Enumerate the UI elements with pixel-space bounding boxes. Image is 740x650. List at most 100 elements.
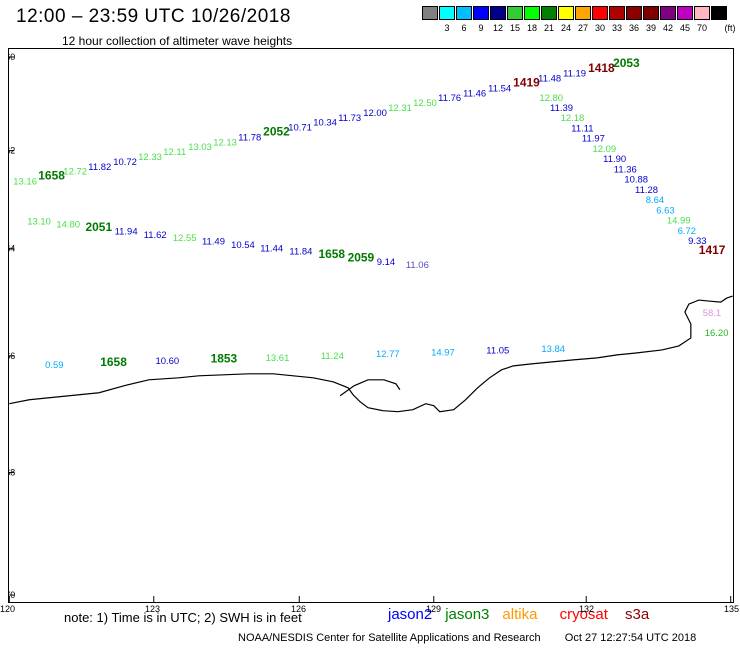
map-plot: -60-62-64-66-68-70 13.16165812.7211.8210… (8, 48, 734, 603)
legend-label: 30 (594, 23, 605, 33)
lon-label: 129 (426, 604, 442, 614)
lat-label: -64 (8, 243, 15, 253)
lon-label: 132 (579, 604, 595, 614)
legend-label: 24 (560, 23, 571, 33)
wave-height-label: 8.64 (646, 195, 664, 206)
credits-line: NOAA/NESDIS Center for Satellite Applica… (238, 632, 696, 644)
wave-height-label: 12.00 (363, 108, 387, 119)
wave-height-label: 11.97 (582, 134, 605, 145)
wave-height-label: 13.03 (188, 142, 212, 153)
wave-height-label: 10.34 (313, 118, 337, 129)
legend-label: 42 (662, 23, 673, 33)
wave-height-label: 14.80 (56, 220, 80, 231)
satellite-name: jason2 (388, 606, 433, 623)
legend-swatch (694, 6, 710, 20)
wave-height-label: 12.72 (63, 167, 87, 178)
legend-swatch (490, 6, 506, 20)
legend-swatch (660, 6, 676, 20)
footer-note: note: 1) Time is in UTC; 2) SWH is in fe… (64, 610, 302, 625)
legend-swatch (711, 6, 727, 20)
wave-height-label: 11.73 (338, 113, 361, 124)
legend-label: 3 (444, 23, 450, 33)
satellite-name: cryosat (559, 606, 608, 623)
axis-ticks: -60 -62 -64 -66 -68 -70 (8, 52, 732, 602)
wave-height-label: 12.09 (592, 144, 616, 155)
time-label: 1418 (588, 61, 615, 75)
wave-height-label: 13.84 (541, 344, 565, 355)
time-label: 2052 (263, 124, 290, 138)
lat-label: -60 (8, 52, 15, 62)
lat-label: -62 (8, 146, 15, 156)
generated-timestamp: Oct 27 12:27:54 UTC 2018 (564, 632, 697, 644)
legend-label: 36 (628, 23, 639, 33)
legend-swatch (643, 6, 659, 20)
wave-height-label: 11.06 (406, 260, 429, 271)
lon-label: 123 (145, 604, 161, 614)
legend-swatch (422, 6, 438, 20)
legend-label: 6 (461, 23, 467, 33)
time-label: 1853 (211, 352, 238, 366)
time-label: 1417 (699, 243, 726, 257)
legend-swatch (592, 6, 608, 20)
wave-height-label: 12.55 (173, 233, 197, 244)
coastline-inlet (339, 379, 401, 397)
legend-swatch (626, 6, 642, 20)
wave-height-label: 10.72 (113, 157, 137, 168)
time-label: 2051 (86, 220, 113, 234)
legend-label: 39 (645, 23, 656, 33)
wave-height-label: 12.13 (213, 137, 237, 148)
wave-height-label: 0.59 (45, 360, 63, 371)
wave-height-label: 10.54 (231, 240, 255, 251)
time-label: 1419 (513, 76, 540, 90)
legend-label: 45 (679, 23, 690, 33)
wave-height-label: 11.54 (488, 83, 511, 94)
legend-label: 9 (478, 23, 484, 33)
wave-height-label: 11.44 (260, 243, 283, 254)
lon-label: 135 (724, 604, 740, 614)
legend-label: 12 (492, 23, 503, 33)
legend-swatch (677, 6, 693, 20)
wave-height-label: 16.20 (705, 328, 729, 339)
lat-label: -66 (8, 351, 15, 361)
legend-unit: (ft) (724, 23, 736, 33)
wave-height-label: 6.63 (656, 205, 674, 216)
lon-label: 120 (0, 604, 16, 614)
wave-height-label: 12.80 (539, 93, 563, 104)
wave-height-label: 14.97 (431, 347, 455, 358)
lon-label: 126 (291, 604, 307, 614)
legend-label: 15 (509, 23, 520, 33)
wave-height-label: 12.31 (388, 103, 412, 114)
legend-label: 18 (526, 23, 537, 33)
wave-height-label: 12.77 (376, 349, 400, 360)
wave-height-label: 11.94 (115, 227, 138, 238)
wave-height-label: 12.11 (163, 147, 186, 158)
legend-label: 21 (543, 23, 554, 33)
wave-height-label: 10.60 (155, 356, 179, 367)
wave-height-label: 9.14 (377, 257, 395, 268)
wave-height-label: 11.24 (321, 351, 344, 362)
time-label: 2059 (348, 250, 375, 264)
wave-height-label: 14.99 (667, 216, 691, 227)
time-label: 1658 (318, 247, 345, 261)
wave-height-label: 12.50 (413, 98, 437, 109)
lat-label: -68 (8, 467, 15, 477)
wave-height-label: 11.48 (538, 74, 561, 85)
legend-label: 70 (696, 23, 707, 33)
time-label: 2053 (613, 56, 640, 70)
wave-height-label: 11.39 (550, 103, 573, 114)
wave-height-label: 11.76 (438, 93, 461, 104)
satellite-name: jason3 (445, 606, 490, 623)
wave-height-label: 11.36 (614, 164, 637, 175)
satellite-name: s3a (625, 606, 650, 623)
credits-text: NOAA/NESDIS Center for Satellite Applica… (238, 632, 541, 644)
legend-swatch (541, 6, 557, 20)
wave-height-label: 10.71 (288, 123, 312, 134)
wave-height-label: 11.46 (463, 88, 486, 99)
legend-swatch (524, 6, 540, 20)
wave-height-label: 11.11 (571, 124, 593, 135)
satellite-name: altika (502, 606, 538, 623)
wave-height-label: 11.78 (238, 132, 261, 143)
wave-height-label: 10.88 (624, 175, 648, 186)
legend-swatch (609, 6, 625, 20)
